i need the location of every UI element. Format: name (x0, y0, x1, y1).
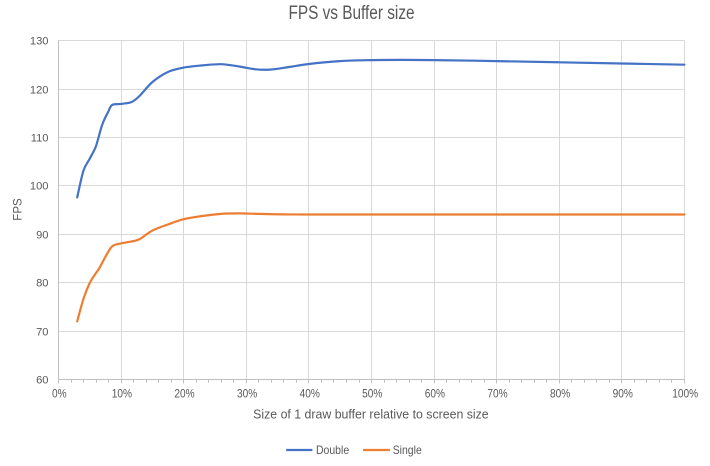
svg-text:80%: 80% (550, 388, 571, 401)
svg-text:10%: 10% (112, 388, 133, 401)
svg-text:FPS vs Buffer size: FPS vs Buffer size (288, 2, 414, 24)
svg-text:100: 100 (30, 180, 49, 192)
svg-text:Single: Single (393, 444, 422, 457)
svg-text:Size of 1 draw buffer relative: Size of 1 draw buffer relative to screen… (253, 407, 488, 421)
svg-text:110: 110 (31, 132, 49, 144)
svg-text:60%: 60% (425, 388, 446, 401)
svg-text:60: 60 (36, 374, 48, 386)
svg-text:50%: 50% (362, 388, 383, 401)
svg-text:100%: 100% (672, 388, 698, 401)
svg-text:Double: Double (316, 444, 349, 457)
svg-text:120: 120 (30, 84, 49, 96)
svg-text:80: 80 (36, 277, 48, 289)
svg-text:0%: 0% (52, 388, 67, 401)
svg-text:130: 130 (30, 35, 49, 47)
svg-text:20%: 20% (174, 388, 195, 401)
svg-text:90%: 90% (613, 388, 634, 401)
svg-text:30%: 30% (237, 388, 258, 401)
svg-text:70%: 70% (487, 388, 508, 401)
svg-text:FPS: FPS (13, 198, 25, 221)
svg-text:40%: 40% (300, 388, 321, 401)
svg-text:70: 70 (36, 326, 48, 338)
svg-text:90: 90 (36, 229, 48, 241)
